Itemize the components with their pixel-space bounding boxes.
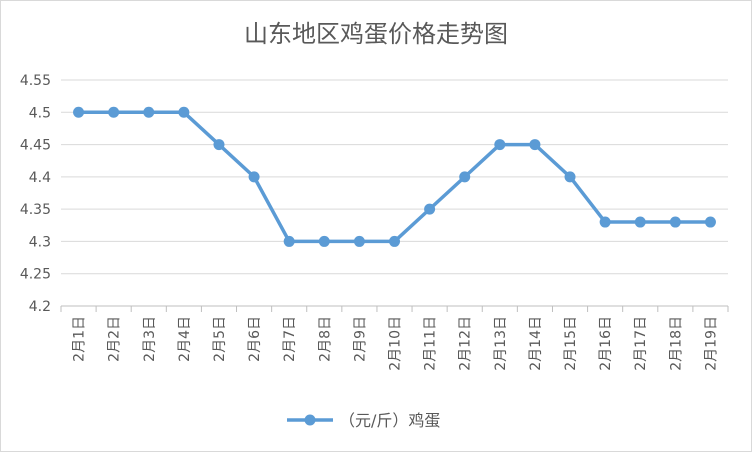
data-point <box>494 139 506 151</box>
series-layer <box>73 106 716 247</box>
y-tick-label: 4.55 <box>20 73 51 89</box>
x-tick-label: 2月16日 <box>598 316 614 371</box>
x-tick-label: 2月14日 <box>528 316 544 371</box>
data-point <box>599 216 611 228</box>
legend-marker <box>304 414 316 426</box>
data-point <box>564 171 576 183</box>
x-tick-label: 2月1日 <box>72 316 88 362</box>
x-tick-label: 2月5日 <box>212 316 228 362</box>
x-tick-label: 2月6日 <box>247 316 263 362</box>
data-point <box>529 139 541 151</box>
legend: （元/斤）鸡蛋 <box>287 411 440 430</box>
data-point <box>424 203 436 215</box>
data-point <box>669 216 681 228</box>
data-point <box>108 106 120 118</box>
x-tick-label: 2月19日 <box>703 316 719 371</box>
x-tick-label: 2月12日 <box>458 316 474 371</box>
y-axis: 4.2 4.25 4.3 4.35 4.4 4.45 4.5 4.55 <box>20 73 51 315</box>
x-tick-label: 2月7日 <box>282 316 298 362</box>
y-tick-label: 4.45 <box>20 138 51 154</box>
data-point <box>143 106 155 118</box>
y-tick-label: 4.2 <box>29 299 51 315</box>
x-tick-label: 2月13日 <box>493 316 509 371</box>
data-point <box>459 171 471 183</box>
data-point <box>283 235 295 247</box>
legend-label: （元/斤）鸡蛋 <box>339 411 440 430</box>
data-point <box>353 235 365 247</box>
x-tick-label: 2月8日 <box>317 316 333 362</box>
x-tick-label: 2月3日 <box>142 316 158 362</box>
y-tick-label: 4.4 <box>29 170 51 186</box>
x-tick-label: 2月17日 <box>633 316 649 371</box>
data-point <box>634 216 646 228</box>
chart-title: 山东地区鸡蛋价格走势图 <box>244 20 508 48</box>
y-tick-label: 4.3 <box>29 234 51 250</box>
data-point <box>704 216 716 228</box>
x-tick-label: 2月15日 <box>563 316 579 371</box>
x-tick-label: 2月10日 <box>388 316 404 371</box>
x-tick-label: 2月9日 <box>352 316 368 362</box>
data-point <box>389 235 400 247</box>
x-axis: 2月1日 2月2日 2月3日 2月4日 2月5日 2月6日 2月7日 2月8日 2月9日 2月10… <box>60 305 729 371</box>
x-tick-label: 2月11日 <box>423 316 439 371</box>
y-tick-label: 4.5 <box>29 105 51 121</box>
y-tick-label: 4.35 <box>20 202 51 218</box>
x-tick-label: 2月4日 <box>177 316 193 362</box>
x-tick-label: 2月2日 <box>107 316 123 362</box>
data-point <box>213 139 225 151</box>
data-point <box>178 106 190 118</box>
data-point <box>318 235 330 247</box>
y-tick-label: 4.25 <box>20 267 51 283</box>
data-point <box>73 106 85 118</box>
x-tick-label: 2月18日 <box>668 316 684 371</box>
data-point <box>248 171 260 183</box>
